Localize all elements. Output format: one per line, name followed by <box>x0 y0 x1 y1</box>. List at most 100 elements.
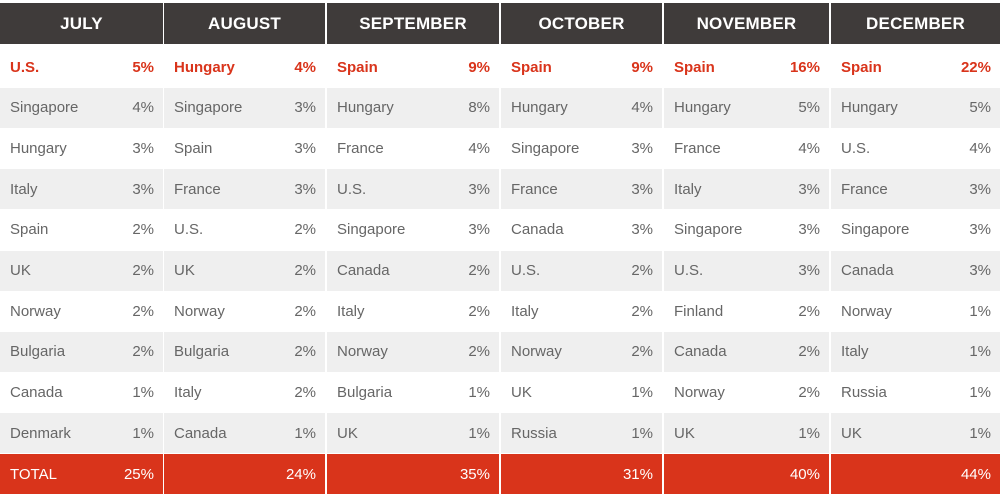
country-name: UK <box>10 262 31 279</box>
table-row: France 3% <box>501 169 662 210</box>
country-name: UK <box>174 262 195 279</box>
table-row: Singapore 4% <box>0 87 163 128</box>
table-row: Canada 1% <box>0 373 163 413</box>
country-name: Denmark <box>10 424 71 442</box>
percentage-value: 2% <box>631 302 653 320</box>
table-row: U.S. 3% <box>327 169 499 210</box>
total-value: 35% <box>459 465 490 483</box>
country-name: Canada <box>337 262 390 279</box>
table-row: Italy 2% <box>327 291 499 331</box>
country-name: Singapore <box>174 99 243 117</box>
percentage-value: 1% <box>294 424 316 442</box>
country-name: Spain <box>174 139 213 157</box>
percentage-value: 2% <box>468 302 490 320</box>
percentage-value: 3% <box>798 180 820 198</box>
percentage-value: 4% <box>468 139 490 157</box>
table-row: Hungary 3% <box>0 128 163 168</box>
percentage-value: 1% <box>132 384 154 402</box>
percentage-value: 2% <box>631 343 653 361</box>
country-name: Italy <box>511 302 539 320</box>
table-row: Finland 2% <box>664 291 829 331</box>
percentage-value: 3% <box>798 262 820 279</box>
percentage-value: 4% <box>294 58 316 76</box>
percentage-value: 3% <box>798 221 820 239</box>
table-row: France 4% <box>664 128 829 168</box>
country-name: Singapore <box>674 221 743 239</box>
percentage-value: 2% <box>132 302 154 320</box>
table-row: Canada 2% <box>327 250 499 291</box>
country-name: Spain <box>10 221 49 239</box>
column-october: OCTOBER Spain 9% Hungary 4% Singapore 3% France… <box>501 0 662 497</box>
column-september: SEPTEMBER Spain 9% Hungary 8% France 4% U.S. 3% S… <box>327 0 499 497</box>
percentage-value: 5% <box>132 58 154 76</box>
percentage-value: 3% <box>969 221 991 239</box>
country-name: Norway <box>174 302 225 320</box>
country-name: UK <box>337 424 358 442</box>
table-row: Norway 2% <box>164 291 325 331</box>
country-name: Singapore <box>337 221 406 239</box>
country-name: U.S. <box>10 58 40 76</box>
table-row: Spain 9% <box>501 47 662 87</box>
table-row: Spain 2% <box>0 210 163 250</box>
table-row: Spain 16% <box>664 47 829 87</box>
country-name: Norway <box>337 343 388 361</box>
table-row: Norway 2% <box>327 331 499 372</box>
table-row: UK 2% <box>164 250 325 291</box>
percentage-value: 2% <box>798 343 820 361</box>
percentage-value: 2% <box>132 221 154 239</box>
percentage-value: 1% <box>631 424 653 442</box>
percentage-value: 1% <box>631 384 653 402</box>
country-name: Canada <box>674 343 727 361</box>
percentage-value: 9% <box>631 58 653 76</box>
country-name: UK <box>841 424 862 442</box>
table-row: Singapore 3% <box>831 210 1000 250</box>
total-row: 44% <box>831 454 1000 494</box>
percentage-value: 3% <box>468 221 490 239</box>
country-name: Hungary <box>337 99 394 117</box>
table-row: U.S. 5% <box>0 47 163 87</box>
percentage-value: 3% <box>631 221 653 239</box>
country-name: Canada <box>841 262 894 279</box>
country-name: France <box>337 139 384 157</box>
country-name: Italy <box>841 343 869 361</box>
percentage-value: 1% <box>969 343 991 361</box>
percentage-value: 2% <box>294 384 316 402</box>
table-row: U.S. 2% <box>501 250 662 291</box>
country-name: UK <box>674 424 695 442</box>
country-name: Hungary <box>674 99 731 117</box>
percentage-value: 3% <box>294 139 316 157</box>
country-name: U.S. <box>337 180 367 198</box>
percentage-value: 2% <box>132 262 154 279</box>
column-november: NOVEMBER Spain 16% Hungary 5% France 4% Italy 3%… <box>664 0 829 497</box>
percentage-value: 2% <box>132 343 154 361</box>
country-name: France <box>841 180 888 198</box>
country-name: Hungary <box>174 58 235 76</box>
percentage-value: 4% <box>631 99 653 117</box>
total-row: 31% <box>501 454 662 494</box>
country-name: Norway <box>674 384 725 402</box>
country-name: Italy <box>337 302 365 320</box>
percentage-value: 3% <box>468 180 490 198</box>
percentage-value: 2% <box>294 302 316 320</box>
table-row: Italy 3% <box>664 169 829 210</box>
percentage-value: 3% <box>294 99 316 117</box>
table-row: Spain 9% <box>327 47 499 87</box>
table-row: France 3% <box>831 169 1000 210</box>
percentage-value: 1% <box>468 424 490 442</box>
percentage-value: 3% <box>132 180 154 198</box>
total-value: 40% <box>789 465 820 483</box>
percentage-value: 1% <box>969 424 991 442</box>
country-name: Bulgaria <box>174 343 230 361</box>
percentage-value: 2% <box>294 221 316 239</box>
month-header: AUGUST <box>164 3 325 44</box>
country-name: Spain <box>841 58 882 76</box>
percentage-value: 22% <box>960 58 991 76</box>
total-row: TOTAL 25% <box>0 454 163 494</box>
table-row: UK 1% <box>831 413 1000 454</box>
table-row: Singapore 3% <box>501 128 662 168</box>
total-row: 24% <box>164 454 325 494</box>
total-value: 24% <box>285 465 316 483</box>
percentage-value: 3% <box>631 139 653 157</box>
country-name: France <box>511 180 558 198</box>
